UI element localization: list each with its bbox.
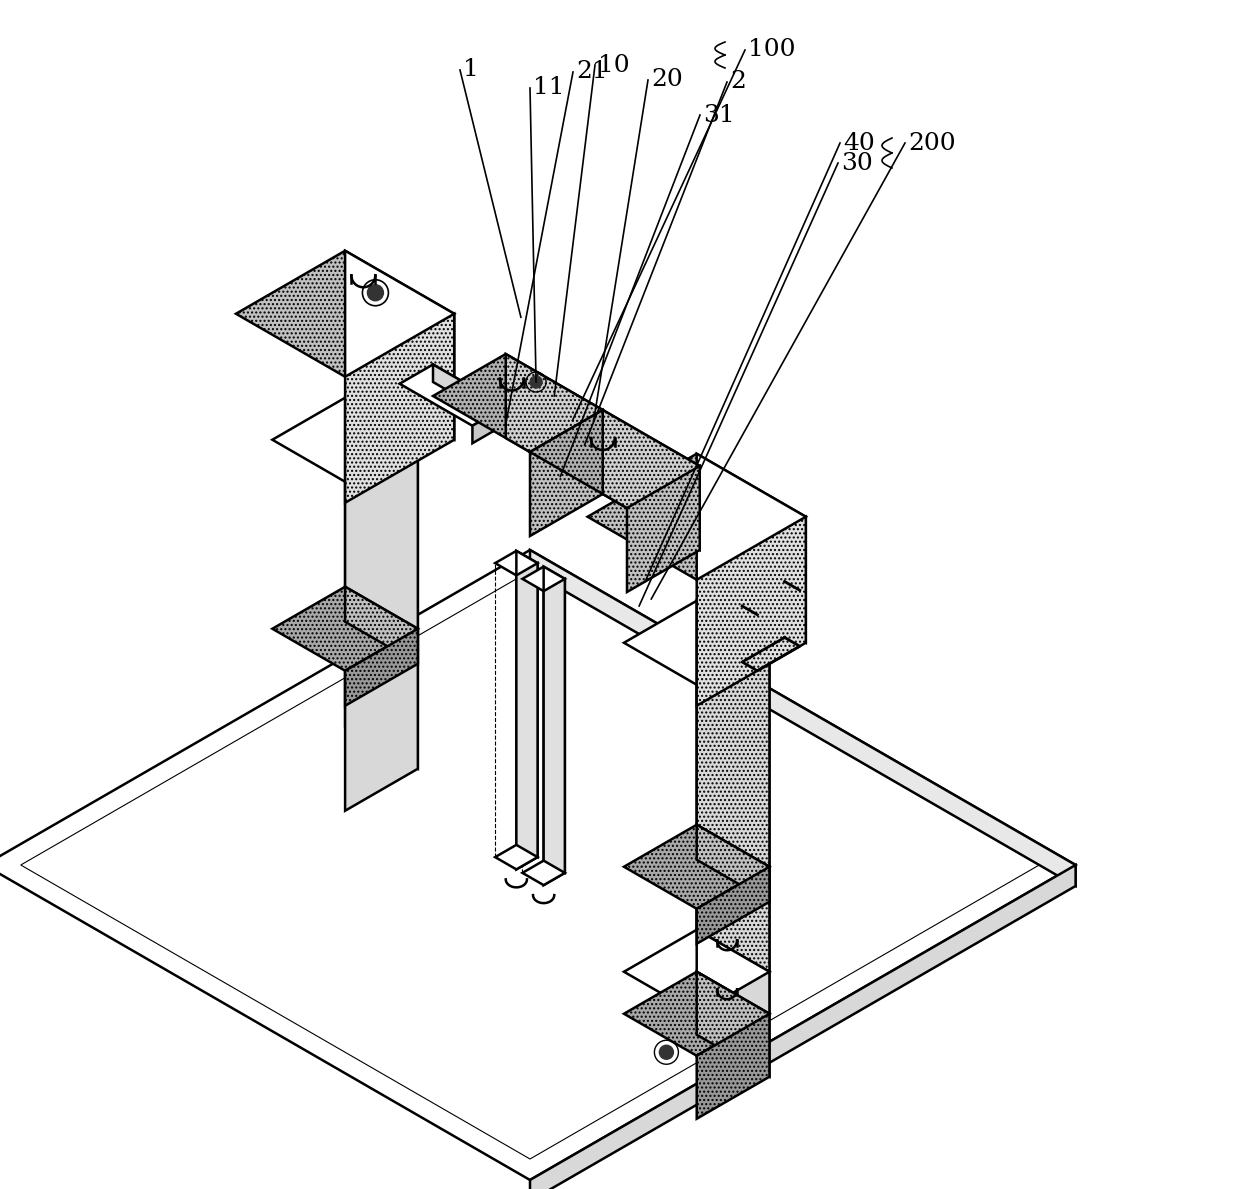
Polygon shape [516,564,537,869]
Polygon shape [697,971,770,1056]
Polygon shape [697,643,770,1014]
Text: 30: 30 [841,151,873,175]
Text: 20: 20 [651,69,682,92]
Text: 1: 1 [463,58,479,82]
Polygon shape [603,410,699,551]
Polygon shape [506,354,603,493]
Polygon shape [624,600,770,685]
Polygon shape [345,629,418,706]
Polygon shape [530,866,1076,1189]
Text: 10: 10 [598,54,630,76]
Polygon shape [624,971,770,1056]
Text: 40: 40 [843,132,875,155]
Text: 200: 200 [907,132,956,155]
Polygon shape [345,586,418,663]
Polygon shape [624,825,770,908]
Polygon shape [697,600,770,971]
Polygon shape [697,517,806,706]
Polygon shape [697,1014,770,1119]
Polygon shape [495,551,537,575]
Polygon shape [0,551,1076,1179]
Polygon shape [495,845,537,869]
Polygon shape [345,440,418,811]
Text: 2: 2 [730,70,745,94]
Polygon shape [697,867,770,944]
Polygon shape [697,454,806,643]
Polygon shape [626,466,699,592]
Circle shape [368,284,384,301]
Polygon shape [345,314,454,503]
Polygon shape [624,930,770,1014]
Polygon shape [433,354,603,452]
Text: 21: 21 [576,61,608,83]
Circle shape [530,376,542,388]
Polygon shape [697,825,770,901]
Polygon shape [272,398,418,482]
Polygon shape [697,930,770,1014]
Polygon shape [400,365,506,426]
Polygon shape [272,586,418,671]
Polygon shape [345,398,418,769]
Polygon shape [473,407,506,443]
Text: 100: 100 [748,38,796,62]
Polygon shape [588,454,806,580]
Polygon shape [543,567,565,873]
Circle shape [660,1045,673,1059]
Polygon shape [530,551,1076,886]
Polygon shape [345,251,454,440]
Polygon shape [697,971,770,1077]
Polygon shape [543,579,565,885]
Text: 11: 11 [534,76,565,100]
Polygon shape [530,410,699,508]
Polygon shape [530,410,603,536]
Polygon shape [522,567,565,591]
Polygon shape [433,365,506,424]
Text: 31: 31 [703,103,734,126]
Polygon shape [522,861,565,885]
Polygon shape [236,251,454,377]
Polygon shape [516,551,537,857]
